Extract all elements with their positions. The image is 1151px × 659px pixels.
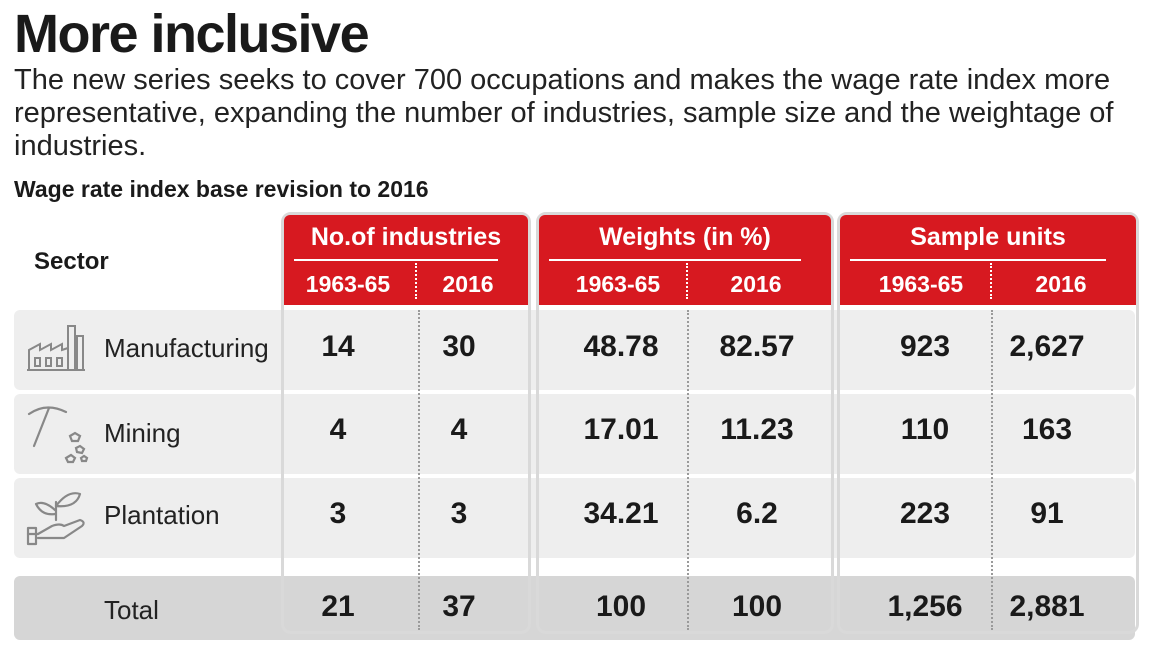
year-separator xyxy=(415,263,417,299)
year-separator xyxy=(990,263,992,299)
value-cell: 6.2 xyxy=(736,497,778,530)
header-rule xyxy=(294,259,498,261)
value-cell: 4 xyxy=(329,413,347,446)
group-outline-weights xyxy=(536,212,834,634)
group-title: Sample units xyxy=(910,223,1066,251)
value-cell: 17.01 xyxy=(583,413,659,446)
sector-label-plantation: Plantation xyxy=(104,500,220,530)
year-label: 1963-65 xyxy=(305,271,391,297)
value-cell: 923 xyxy=(899,330,951,363)
value-cell: 223 xyxy=(899,497,951,530)
total-value-cell: 1,256 xyxy=(887,590,963,623)
group-header-weights: Weights (in %) 1963-65 2016 xyxy=(539,215,831,305)
header-rule xyxy=(549,259,801,261)
year-separator xyxy=(686,263,688,299)
row-background-manufacturing xyxy=(14,310,1135,390)
value-cell: 2,627 xyxy=(1009,330,1085,363)
year-label: 2016 xyxy=(730,271,782,297)
column-separator xyxy=(687,310,689,630)
value-cell: 48.78 xyxy=(583,330,659,363)
value-cell: 3 xyxy=(329,497,347,530)
value-cell: 30 xyxy=(442,330,476,363)
value-cell: 3 xyxy=(450,497,468,530)
value-cell: 11.23 xyxy=(720,413,794,446)
total-value-cell: 100 xyxy=(595,590,647,623)
header-rule xyxy=(850,259,1106,261)
row-background-plantation xyxy=(14,478,1135,558)
group-outline-industries xyxy=(281,212,531,634)
sector-label-total: Total xyxy=(104,595,159,625)
page-title: More inclusive xyxy=(14,4,370,64)
page-subtitle: The new series seeks to cover 700 occupa… xyxy=(14,64,1114,162)
chart-title: Wage rate index base revision to 2016 xyxy=(14,176,429,202)
value-cell: 14 xyxy=(321,330,355,363)
group-header-industries: No.of industries 1963-65 2016 xyxy=(284,215,528,305)
value-cell: 110 xyxy=(900,413,950,446)
pickaxe-icon xyxy=(27,406,89,464)
sector-column-header: Sector xyxy=(34,248,109,275)
total-value-cell: 100 xyxy=(731,590,783,623)
value-cell: 82.57 xyxy=(719,330,795,363)
sector-label-mining: Mining xyxy=(104,418,181,448)
year-label: 1963-65 xyxy=(878,271,964,297)
value-cell: 163 xyxy=(1021,413,1073,446)
group-outline-sample-units xyxy=(837,212,1139,634)
value-cell: 34.21 xyxy=(583,497,659,530)
row-background-mining xyxy=(14,394,1135,474)
value-cell: 91 xyxy=(1030,497,1064,530)
column-separator xyxy=(991,310,993,630)
year-label: 1963-65 xyxy=(575,271,661,297)
factory-icon xyxy=(27,325,85,371)
total-value-cell: 21 xyxy=(321,590,355,623)
value-cell: 4 xyxy=(450,413,468,446)
row-background-total xyxy=(14,576,1135,640)
group-title: Weights (in %) xyxy=(599,223,771,251)
total-value-cell: 2,881 xyxy=(1009,590,1085,623)
year-label: 2016 xyxy=(1035,271,1087,297)
sector-label-manufacturing: Manufacturing xyxy=(104,333,269,363)
year-label: 2016 xyxy=(442,271,494,297)
total-value-cell: 37 xyxy=(442,590,476,623)
group-header-sample-units: Sample units 1963-65 2016 xyxy=(840,215,1136,305)
plant-hand-icon xyxy=(26,492,85,546)
group-title: No.of industries xyxy=(310,223,502,251)
column-separator xyxy=(418,310,420,630)
